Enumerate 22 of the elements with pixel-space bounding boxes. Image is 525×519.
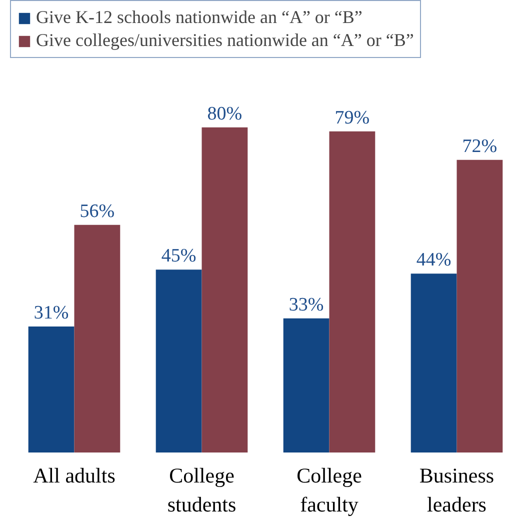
- x-tick-label: All adults: [33, 464, 116, 488]
- bar: [202, 127, 248, 452]
- bar: [329, 131, 376, 452]
- bar: [283, 318, 330, 452]
- data-label: 79%: [334, 107, 370, 128]
- bar: [28, 326, 74, 452]
- x-tick-label: Business leaders: [419, 464, 494, 516]
- data-label: 56%: [80, 200, 115, 222]
- bar: [410, 274, 457, 452]
- data-label: 31%: [34, 302, 69, 324]
- legend-label: Give K-12 schools nationwide an “A” or “B”: [36, 7, 362, 28]
- legend-label: Give colleges/universities nationwide an “A” or “B”: [36, 30, 414, 51]
- data-label: 33%: [288, 294, 324, 316]
- data-label: 45%: [161, 246, 196, 267]
- data-label: 44%: [416, 250, 452, 271]
- bar: [156, 270, 202, 452]
- bar: [74, 224, 120, 452]
- x-tick-label: College students: [167, 464, 236, 516]
- data-label: 80%: [207, 103, 242, 124]
- bar: [456, 160, 503, 452]
- x-tick-label: College faculty: [296, 464, 362, 516]
- data-label: 72%: [462, 136, 498, 157]
